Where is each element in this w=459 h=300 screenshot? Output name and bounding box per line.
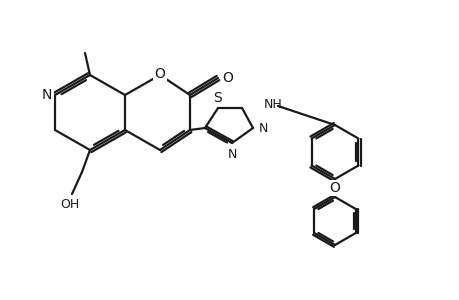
Text: S: S (213, 91, 222, 105)
Text: O: O (222, 71, 233, 85)
Text: N: N (42, 88, 52, 102)
Text: N: N (227, 148, 236, 160)
Text: O: O (154, 67, 165, 81)
Text: NH: NH (263, 98, 282, 110)
Text: OH: OH (60, 197, 79, 211)
Text: O: O (329, 181, 340, 195)
Text: N: N (258, 122, 267, 134)
